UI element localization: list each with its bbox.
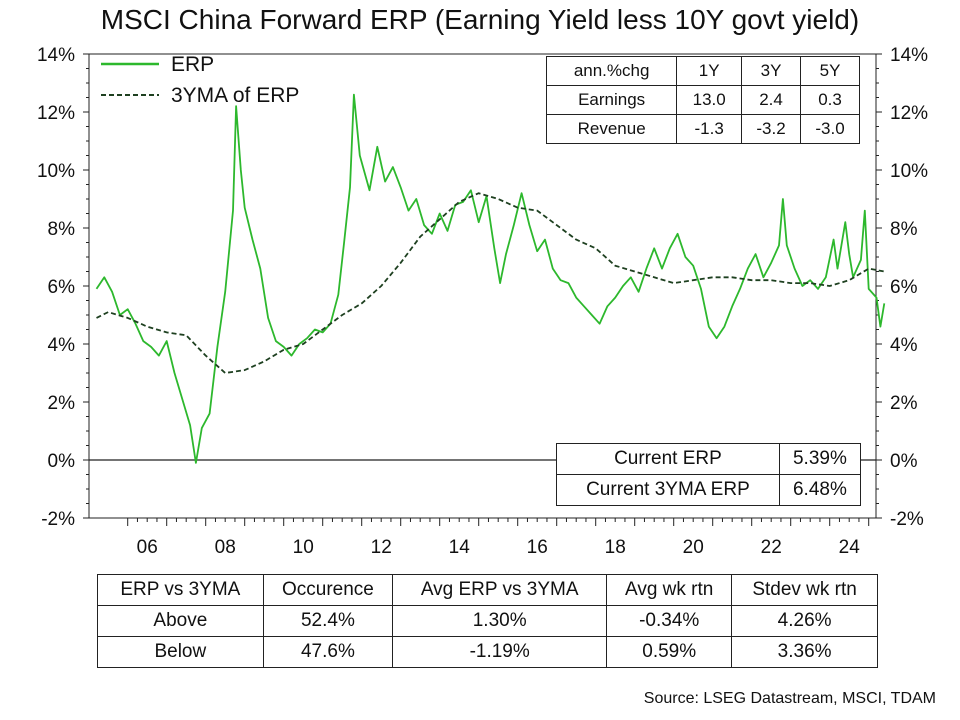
stats-header-row: ERP vs 3YMA Occurence Avg ERP vs 3YMA Av…	[97, 574, 878, 606]
growth-cell: 13.0	[676, 85, 743, 115]
x-tick-label: 06	[137, 537, 158, 558]
y-axis-left: 14% 12% 10% 8% 6% 4% 2% 0% -2%	[37, 45, 89, 530]
growth-cell: 0.3	[800, 85, 860, 115]
x-tick-label: 18	[605, 537, 626, 558]
series-3yma-line	[96, 192, 885, 374]
stats-header-cell: Occurence	[262, 574, 394, 606]
current-label: Current 3YMA ERP	[556, 474, 780, 506]
stats-row-below: Below 47.6% -1.19% 0.59% 3.36%	[97, 636, 878, 668]
x-tick-label: 24	[839, 537, 861, 558]
y-tick-label-right: 14%	[890, 45, 928, 66]
growth-cell: -3.2	[741, 114, 802, 144]
growth-header-cell: ann.%chg	[545, 56, 678, 86]
stats-row-above: Above 52.4% 1.30% -0.34% 4.26%	[97, 605, 878, 637]
y-tick-label-left: 10%	[37, 161, 75, 182]
stats-cell: -1.19%	[392, 636, 608, 668]
growth-cell: Revenue	[545, 114, 678, 144]
x-tick-label: 12	[371, 537, 392, 558]
growth-cell: -1.3	[676, 114, 743, 144]
stats-cell: Below	[97, 636, 264, 668]
x-tick-label: 08	[215, 537, 236, 558]
x-tick-label: 22	[761, 537, 782, 558]
legend-erp-label: ERP	[171, 53, 214, 76]
current-value: 6.48%	[778, 474, 862, 506]
y-tick-label-right: 0%	[890, 451, 918, 472]
current-3yma-row: Current 3YMA ERP 6.48%	[556, 474, 862, 506]
stats-header-cell: Stdev wk rtn	[731, 574, 878, 606]
stats-cell: -0.34%	[606, 605, 733, 637]
growth-cell: -3.0	[800, 114, 860, 144]
y-tick-label-left: -2%	[41, 509, 75, 530]
growth-row-revenue: Revenue -1.3 -3.2 -3.0	[545, 114, 860, 144]
current-label: Current ERP	[556, 443, 780, 475]
current-value: 5.39%	[778, 443, 862, 475]
y-tick-label-left: 14%	[37, 45, 75, 66]
y-tick-label-right: -2%	[890, 509, 924, 530]
stats-header-cell: Avg wk rtn	[606, 574, 733, 606]
series-erp-line	[95, 93, 886, 464]
stats-cell: 1.30%	[392, 605, 608, 637]
stats-cell: 3.36%	[731, 636, 878, 668]
stats-cell: 4.26%	[731, 605, 878, 637]
x-tick-label: 10	[293, 537, 314, 558]
growth-header-cell: 5Y	[800, 56, 860, 86]
stats-cell: Above	[97, 605, 264, 637]
y-tick-label-left: 6%	[48, 277, 76, 298]
y-tick-label-right: 6%	[890, 277, 918, 298]
growth-table: ann.%chg 1Y 3Y 5Y Earnings 13.0 2.4 0.3 …	[545, 56, 860, 144]
y-tick-label-left: 8%	[48, 219, 76, 240]
y-axis-right: 14% 12% 10% 8% 6% 4% 2% 0% -2%	[876, 45, 928, 530]
current-erp-row: Current ERP 5.39%	[556, 443, 862, 475]
erp-vs-3yma-stats-table: ERP vs 3YMA Occurence Avg ERP vs 3YMA Av…	[97, 574, 878, 668]
x-tick-label: 14	[449, 537, 471, 558]
y-tick-label-left: 2%	[48, 393, 76, 414]
y-tick-label-right: 10%	[890, 161, 928, 182]
legend: ERP 3YMA of ERP	[101, 53, 299, 107]
y-tick-label-right: 2%	[890, 393, 918, 414]
y-tick-label-right: 12%	[890, 103, 928, 124]
current-erp-table: Current ERP 5.39% Current 3YMA ERP 6.48%	[556, 443, 862, 506]
stats-cell: 0.59%	[606, 636, 733, 668]
growth-header-cell: 3Y	[741, 56, 802, 86]
x-tick-label: 20	[683, 537, 704, 558]
growth-cell: Earnings	[545, 85, 678, 115]
stats-header-cell: ERP vs 3YMA	[97, 574, 264, 606]
series-lines	[95, 93, 886, 464]
stats-cell: 52.4%	[262, 605, 394, 637]
chart-title: MSCI China Forward ERP (Earning Yield le…	[100, 4, 860, 35]
growth-cell: 2.4	[741, 85, 802, 115]
y-tick-label-left: 4%	[48, 335, 76, 356]
y-tick-label-right: 8%	[890, 219, 918, 240]
legend-ma-label: 3YMA of ERP	[171, 84, 299, 107]
growth-row-earnings: Earnings 13.0 2.4 0.3	[545, 85, 860, 115]
growth-header-cell: 1Y	[676, 56, 743, 86]
x-axis: 06 08 10 12 14 16 18 20 22 24	[127, 518, 870, 558]
stats-cell: 47.6%	[262, 636, 394, 668]
y-tick-label-left: 0%	[48, 451, 76, 472]
growth-header-row: ann.%chg 1Y 3Y 5Y	[545, 56, 860, 86]
x-tick-label: 16	[527, 537, 548, 558]
y-tick-label-right: 4%	[890, 335, 918, 356]
y-tick-label-left: 12%	[37, 103, 75, 124]
source-note: Source: LSEG Datastream, MSCI, TDAM	[643, 690, 936, 707]
stats-header-cell: Avg ERP vs 3YMA	[392, 574, 608, 606]
